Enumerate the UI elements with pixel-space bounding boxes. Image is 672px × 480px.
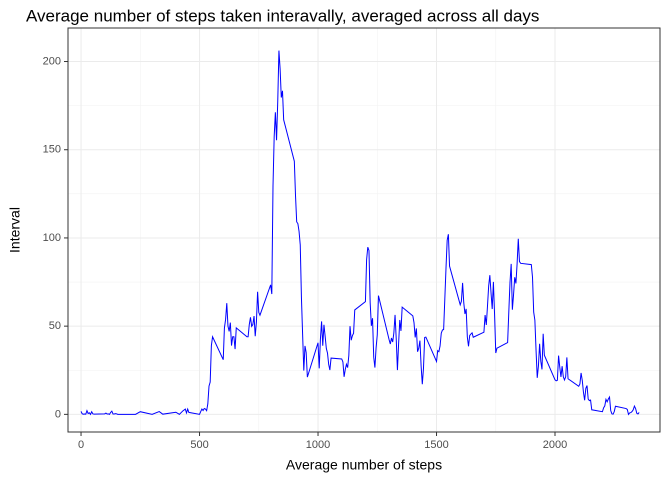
x-tick-label: 1500: [424, 439, 448, 451]
line-series: [80, 50, 640, 416]
y-tick-label: 100: [43, 232, 61, 244]
panel-border: [67, 27, 661, 433]
y-tick-label: 0: [55, 408, 61, 420]
chart-title: Average number of steps taken interavall…: [26, 6, 539, 25]
x-tick-label: 500: [190, 439, 208, 451]
y-tick-label: 200: [43, 55, 61, 67]
y-axis-title: Interval: [7, 207, 23, 253]
x-axis-title: Average number of steps: [286, 457, 442, 473]
x-tick-label: 0: [78, 439, 84, 451]
y-tick-label: 50: [49, 320, 61, 332]
x-tick-label: 2000: [543, 439, 567, 451]
y-tick-label: 150: [43, 144, 61, 156]
x-tick-label: 1000: [306, 439, 330, 451]
